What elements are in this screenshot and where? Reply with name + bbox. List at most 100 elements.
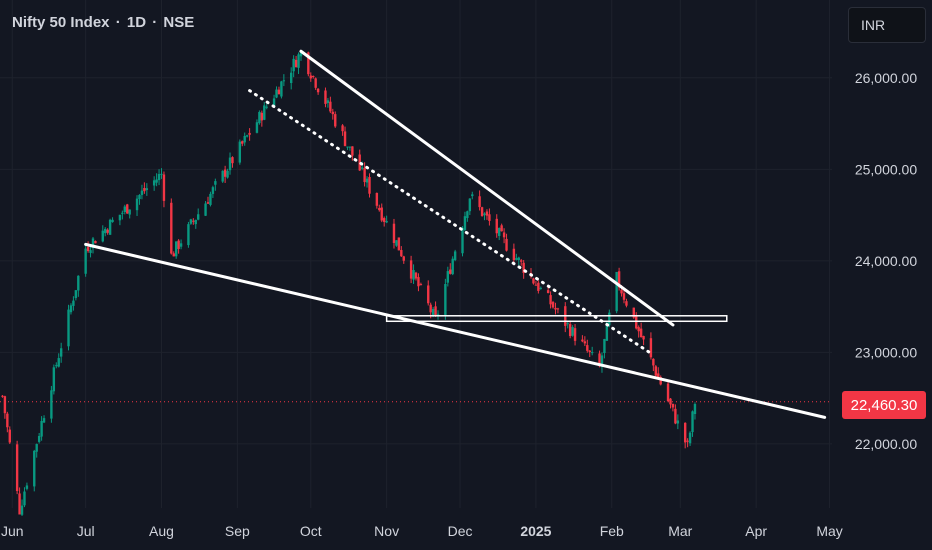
candle-body: [419, 284, 423, 286]
candle-body: [451, 258, 454, 275]
time-tick-label: Mar: [668, 523, 692, 539]
candle-body: [520, 260, 523, 262]
time-tick-label: Aug: [149, 523, 174, 539]
candle-body: [160, 173, 163, 175]
price-tick-label: 25,000.00: [855, 161, 917, 177]
candle-body: [258, 111, 261, 124]
candle-body: [145, 188, 149, 191]
candle-body: [588, 350, 591, 353]
candle-body: [280, 81, 283, 97]
candle-body: [265, 106, 268, 108]
price-tick-label: 23,000.00: [855, 344, 917, 360]
candle-body: [35, 444, 38, 452]
candle-body: [329, 101, 332, 112]
candle-body: [348, 146, 352, 148]
candle-body: [152, 180, 156, 186]
candle-body: [500, 225, 503, 232]
candle-body: [498, 227, 501, 236]
candle-body: [162, 174, 166, 201]
candle-body: [480, 207, 484, 216]
drawings: [84, 49, 827, 419]
candle-body: [140, 190, 144, 195]
candle-body: [157, 173, 161, 181]
time-axis[interactable]: Jun Jul Aug Sep Oct Nov Dec 2025 Feb Mar Apr May: [1, 523, 843, 539]
candle-body: [586, 345, 589, 351]
candle-body: [86, 246, 90, 252]
candle-body: [326, 100, 330, 103]
candle-body: [211, 187, 215, 194]
candle-body: [657, 373, 660, 378]
candle-body: [598, 353, 601, 367]
candle-body: [556, 308, 560, 310]
candle-body: [33, 450, 36, 487]
interval-label: 1D: [126, 14, 147, 31]
candle-body: [395, 240, 398, 246]
candle-body: [522, 262, 525, 274]
candle-body: [67, 309, 70, 347]
candle-body: [324, 90, 327, 104]
candle-body: [539, 287, 542, 289]
candle-body: [108, 219, 112, 235]
candle-body: [243, 135, 246, 143]
price-axis[interactable]: 22,000.00 23,000.00 24,000.00 25,000.00 26,0…: [855, 70, 917, 452]
candle-body: [449, 269, 452, 274]
candle-body: [290, 72, 293, 84]
candle-body: [534, 284, 538, 286]
candle-body: [571, 327, 574, 336]
candle-body: [605, 322, 609, 341]
time-tick-label: Feb: [600, 523, 624, 539]
candle-body: [59, 348, 63, 357]
candle-body: [155, 179, 158, 183]
candle-body: [118, 214, 122, 221]
candle-body: [436, 313, 440, 315]
candle-body: [316, 88, 320, 93]
candle-body: [126, 204, 129, 214]
candle-body: [674, 408, 677, 424]
candle-body: [263, 105, 266, 120]
candle-body: [277, 89, 281, 95]
candle-body: [512, 248, 516, 261]
candle-body: [223, 169, 227, 177]
currency-button[interactable]: INR: [848, 7, 926, 43]
candle-body: [402, 256, 405, 261]
time-tick-label: Sep: [225, 523, 250, 539]
price-tick-label: 24,000.00: [855, 253, 917, 269]
candle-body: [128, 209, 131, 215]
candle-body: [649, 338, 653, 358]
candle-body: [568, 324, 572, 337]
candle-body: [444, 284, 447, 315]
candle-body: [248, 132, 251, 135]
candle-body: [331, 111, 334, 115]
candle-body: [392, 223, 396, 243]
candle-body: [551, 302, 555, 308]
candle-body: [471, 194, 474, 197]
candle-body: [632, 307, 635, 318]
candle-body: [23, 491, 26, 506]
candle-body: [686, 440, 689, 442]
candle-body: [688, 432, 692, 444]
last-price-label: 22,460.30: [842, 391, 926, 419]
exchange-label: NSE: [163, 14, 195, 31]
time-tick-label: Oct: [300, 523, 322, 539]
candle-body: [483, 213, 486, 216]
candle-body: [143, 188, 146, 192]
candle-body: [52, 367, 56, 392]
symbol-title: Nifty 50 Index · 1D · NSE: [12, 14, 194, 31]
candle-body: [463, 216, 467, 231]
time-tick-label: Jun: [1, 523, 24, 539]
candle-body: [368, 177, 371, 194]
candle-body: [351, 146, 354, 156]
candle-body: [42, 418, 46, 423]
candle-body: [429, 304, 432, 313]
candle-body: [275, 89, 278, 98]
candle-body: [380, 207, 383, 221]
candle-body: [255, 122, 259, 133]
candle-body: [294, 59, 298, 68]
candle-body: [400, 250, 403, 257]
candle-body: [434, 306, 437, 316]
candle-body: [334, 114, 337, 127]
candle-body: [397, 237, 401, 251]
candle-body: [25, 485, 29, 489]
time-tick-label: May: [816, 523, 842, 539]
